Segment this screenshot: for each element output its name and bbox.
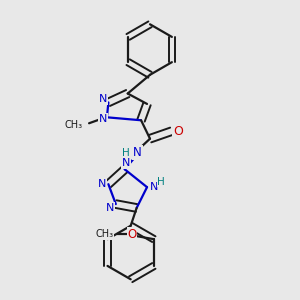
- Text: O: O: [127, 228, 136, 241]
- Text: N: N: [106, 203, 115, 213]
- Text: N: N: [99, 94, 107, 104]
- Text: N: N: [133, 146, 142, 159]
- Text: CH₃: CH₃: [95, 229, 113, 239]
- Text: N: N: [149, 182, 158, 192]
- Text: H: H: [122, 148, 130, 158]
- Text: H: H: [158, 177, 165, 187]
- Text: CH₃: CH₃: [65, 120, 83, 130]
- Text: O: O: [173, 125, 183, 138]
- Text: N: N: [99, 114, 107, 124]
- Text: N: N: [122, 158, 130, 168]
- Text: N: N: [98, 178, 106, 189]
